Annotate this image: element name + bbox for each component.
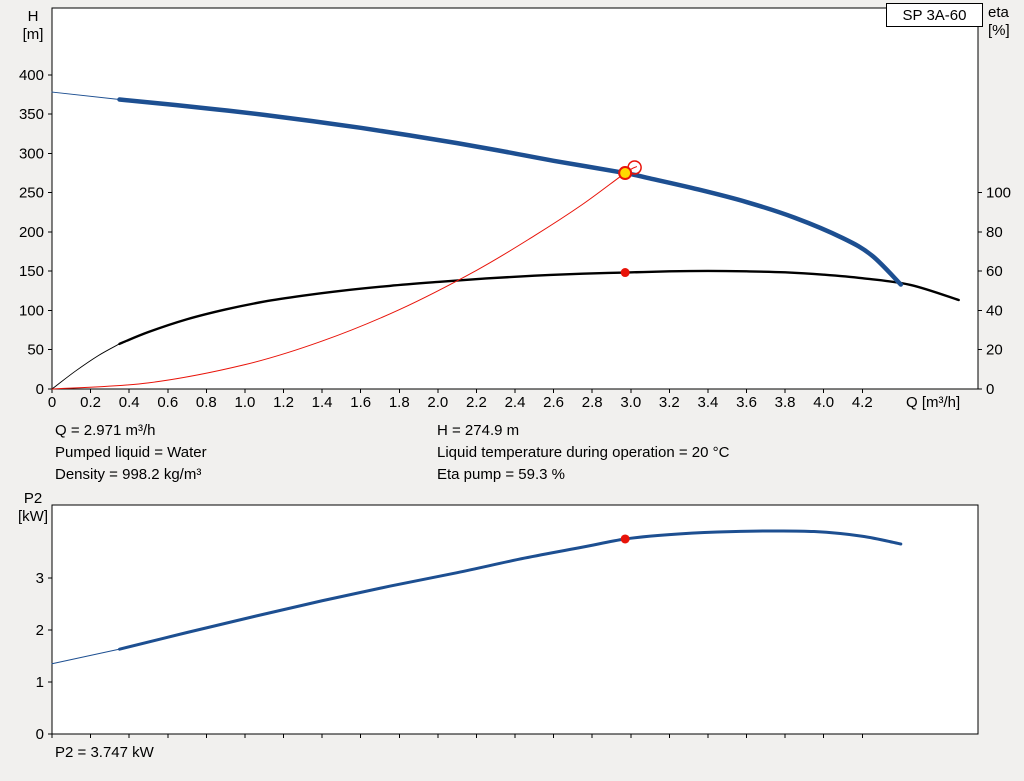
x-axis-title: Q [m³/h] [906,394,960,411]
x-tick-label: 4.0 [813,394,834,411]
x-tick-label: 3.2 [659,394,680,411]
x-tick-label: 1.2 [273,394,294,411]
y-left-tick-label: 1 [36,674,44,691]
x-tick-label: 1.0 [234,394,255,411]
x-tick-label: 3.0 [620,394,641,411]
y-right-tick-label: 100 [986,185,1011,202]
x-tick-label: 0.4 [119,394,140,411]
readout-p2: P2 = 3.747 kW [55,744,154,761]
y-left-tick-label: 300 [19,145,44,162]
y-left-tick-label: 350 [19,106,44,123]
y-left-tick-label: 400 [19,67,44,84]
x-tick-label: 2.8 [582,394,603,411]
head-curve [117,97,904,287]
x-tick-label: 1.8 [389,394,410,411]
y-right-tick-label: 60 [986,263,1003,280]
plot-area [51,7,979,390]
duty-point-marker[interactable] [618,166,633,181]
x-tick-label: 0.2 [80,394,101,411]
y-left-tick-label: 100 [19,302,44,319]
x-tick-label: 3.4 [697,394,718,411]
y-left-axis-title: P2 [24,490,42,507]
y-right-axis-title: eta [988,4,1010,21]
plot-area [51,504,979,735]
y-right-tick-label: 0 [986,381,994,398]
y-left-tick-label: 0 [36,726,44,743]
p2-chart: 0 1 2 3 P2[kW] [18,490,979,743]
x-tick-label: 2.4 [505,394,526,411]
y-right-axis-unit: [%] [988,22,1010,39]
y-left-tick-label: 3 [36,570,44,587]
p2-curve-extension [51,648,121,665]
efficiency-curve-extension [51,343,120,390]
system-curve [51,166,638,390]
efficiency-curve [118,269,960,346]
x-tick-label: 3.8 [775,394,796,411]
x-tick-label: 2.6 [543,394,564,411]
y-left-tick-label: 150 [19,263,44,280]
hq-eta-chart: 0 0.2 0.4 0.6 0.8 1.0 1.2 1.4 1.6 1.8 2.0 2.2 2.4 2.6… [19,4,1011,411]
y-left-tick-label: 50 [27,342,44,359]
eta-point-marker [620,268,630,278]
y-left-axis-unit: [m] [23,26,44,43]
x-tick-label: 0.8 [196,394,217,411]
x-tick-label: 1.6 [350,394,371,411]
x-tick-label: 0.6 [157,394,178,411]
y-left-tick-label: 2 [36,622,44,639]
readout-eta-pump: Eta pump = 59.3 % [437,466,565,483]
y-right-tick-label: 80 [986,224,1003,241]
readout-pumped-liquid: Pumped liquid = Water [55,444,207,461]
y-left-tick-label: 0 [36,381,44,398]
x-tick-label: 0 [48,394,56,411]
y-left-axis-unit: [kW] [18,508,48,525]
x-tick-label: 1.4 [312,394,333,411]
readout-flow: Q = 2.971 m³/h [55,422,156,439]
p2-curve [118,529,903,651]
y-left-tick-label: 250 [19,185,44,202]
x-tick-label: 4.2 [852,394,873,411]
head-curve-extension [51,91,121,101]
readout-head: H = 274.9 m [437,422,520,439]
x-tick-label: 3.6 [736,394,757,411]
y-left-tick-label: 200 [19,224,44,241]
x-tick-label: 2.0 [427,394,448,411]
pump-type-label: SP 3A-60 [886,3,983,27]
readout-liquid-temperature: Liquid temperature during operation = 20… [437,444,730,461]
readout-density: Density = 998.2 kg/m³ [55,466,202,483]
y-right-tick-label: 20 [986,342,1003,359]
x-tick-label: 2.2 [466,394,487,411]
p2-point-marker [620,534,630,544]
y-right-tick-label: 40 [986,302,1003,319]
y-left-axis-title: H [28,8,39,25]
